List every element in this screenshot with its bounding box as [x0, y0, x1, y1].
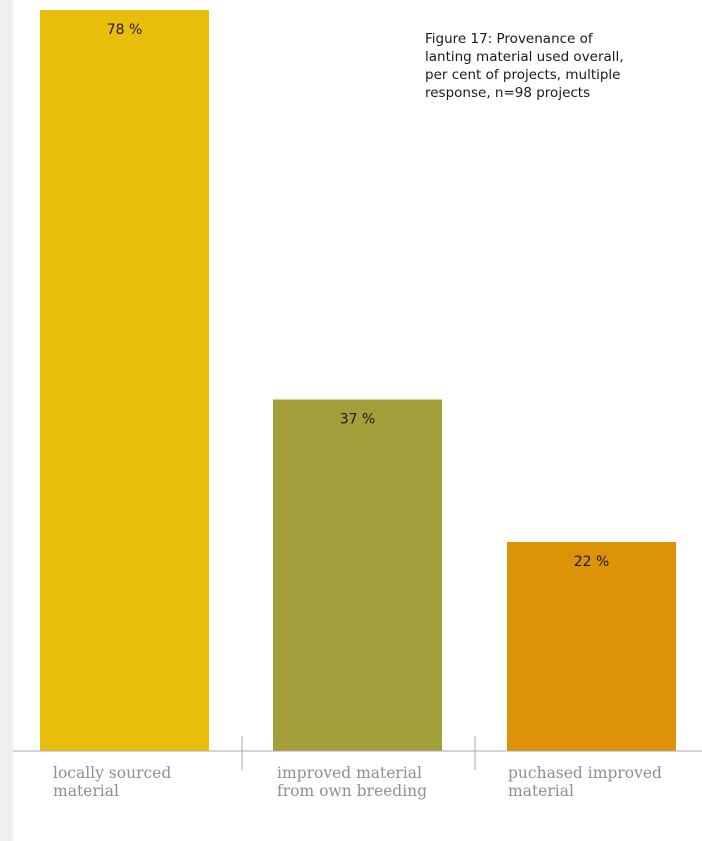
bar-value-label: 78 % [107, 22, 143, 38]
figure-title: Figure 17: Provenance of lanting materia… [425, 30, 695, 102]
category-label-locally-sourced: locally sourced material [53, 764, 233, 800]
category-label-line: locally sourced [53, 764, 172, 782]
category-label-own-breeding: improved material from own breeding [277, 764, 457, 800]
page-margin-strip [0, 0, 13, 841]
figure-title-line: per cent of projects, multiple [425, 67, 621, 83]
bar-value-label: 37 % [340, 412, 376, 428]
bar-group: 78 % 37 % 22 % [40, 10, 676, 751]
figure-title-line: response, n=98 projects [425, 85, 591, 101]
category-label-purchased-improved: puchased improved material [508, 764, 688, 800]
category-label-line: material [508, 782, 574, 800]
figure-title-line: lanting material used overall, [425, 49, 624, 65]
category-label-line: puchased improved [508, 764, 662, 782]
bar-value-label: 22 % [574, 554, 610, 570]
figure-title-line: Figure 17: Provenance of [425, 31, 593, 47]
category-label-line: from own breeding [277, 782, 428, 800]
bar-locally-sourced [40, 10, 209, 751]
bar-own-breeding [273, 399, 442, 751]
category-label-line: improved material [277, 764, 423, 782]
bar-purchased-improved [507, 542, 676, 751]
category-label-line: material [53, 782, 119, 800]
